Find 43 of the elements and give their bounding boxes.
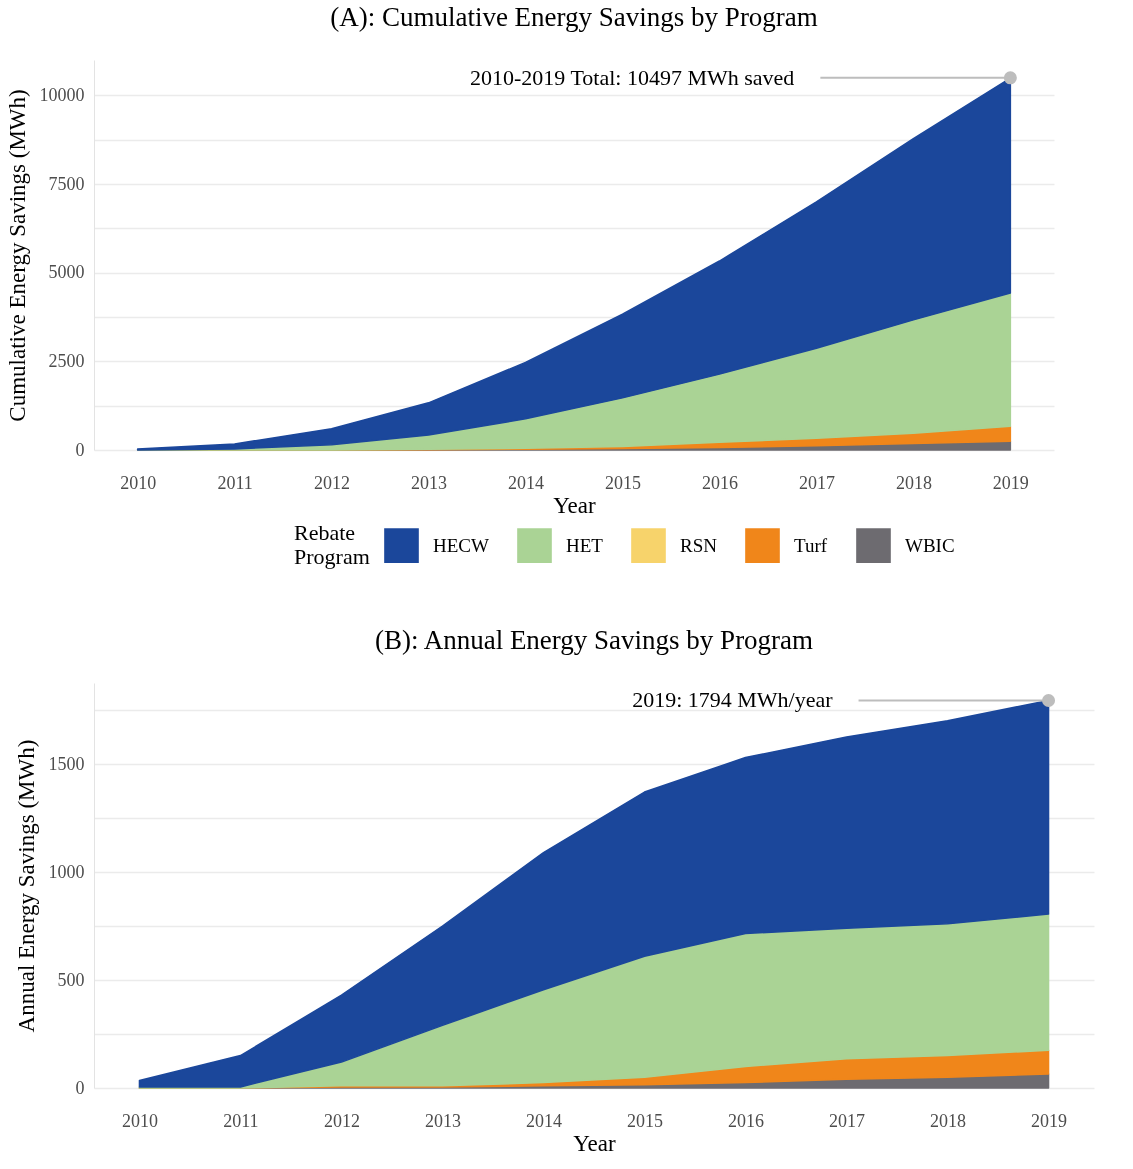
x-tick-label: 2016 — [728, 1110, 765, 1131]
y-tick-label: 2500 — [48, 350, 85, 371]
y-tick-label: 0 — [75, 1077, 85, 1098]
legend-title: Rebate Program — [294, 520, 370, 569]
y-tick-label: 0 — [75, 439, 85, 460]
x-tick-label: 2019 — [992, 472, 1029, 493]
x-tick-label: 2018 — [895, 472, 932, 493]
x-tick-label: 2019 — [1031, 1110, 1068, 1131]
chart-title: (A): Cumulative Energy Savings by Program — [330, 2, 818, 32]
x-tick-label: 2010 — [121, 1110, 158, 1131]
legend-label: HET — [566, 534, 604, 556]
y-tick-label: 10000 — [39, 84, 85, 105]
x-tick-label: 2018 — [930, 1110, 967, 1131]
legend-label: Turf — [794, 534, 828, 556]
x-tick-label: 2017 — [829, 1110, 866, 1131]
annotation: 2019: 1794 MWh/year — [632, 687, 834, 713]
x-tick-label: 2015 — [604, 472, 641, 493]
x-tick-label: 2013 — [424, 1110, 461, 1131]
x-tick-label: 2017 — [798, 472, 835, 493]
legend-label: HECW — [433, 534, 489, 556]
x-tick-label: 2012 — [323, 1110, 360, 1131]
chart-title: (B): Annual Energy Savings by Program — [374, 625, 814, 655]
y-tick-label: 500 — [57, 969, 85, 990]
annotation: 2010-2019 Total: 10497 MWh saved — [470, 64, 795, 90]
x-tick-label: 2015 — [627, 1110, 664, 1131]
x-tick-label: 2014 — [508, 472, 545, 493]
x-tick-label: 2016 — [701, 472, 738, 493]
x-tick-label: 2011 — [217, 472, 253, 493]
y-tick-label: 7500 — [48, 173, 85, 194]
y-tick-label: 5000 — [48, 262, 85, 283]
x-tick-label: 2010 — [120, 472, 157, 493]
x-tick-label: 2013 — [411, 472, 448, 493]
y-axis-title: Cumulative Energy Savings (MWh) — [4, 89, 30, 422]
legend-label: RSN — [680, 534, 718, 556]
x-tick-label: 2012 — [314, 472, 351, 493]
y-tick-label: 1000 — [48, 861, 85, 882]
x-axis-title: Year — [553, 492, 597, 518]
x-tick-label: 2011 — [223, 1110, 259, 1131]
x-tick-label: 2014 — [525, 1110, 562, 1131]
y-tick-label: 1500 — [48, 753, 85, 774]
legend-label: WBIC — [905, 534, 955, 556]
y-axis-title: Annual Energy Savings (MWh) — [13, 739, 39, 1033]
x-axis-title: Year — [573, 1130, 617, 1156]
